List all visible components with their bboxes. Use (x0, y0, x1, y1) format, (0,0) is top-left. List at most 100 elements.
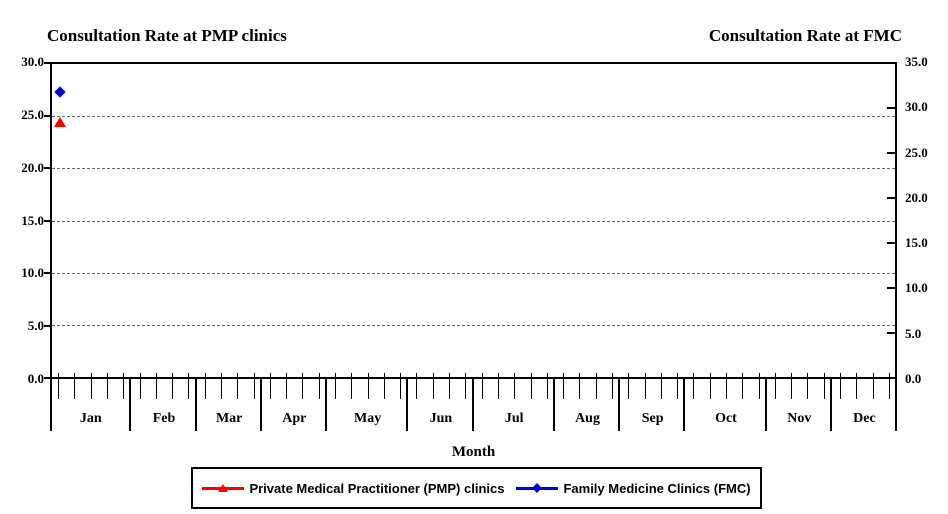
gridline (52, 220, 895, 222)
week-tick (465, 373, 467, 399)
month-cell-aug: Aug (555, 373, 621, 435)
week-tick (107, 373, 108, 399)
week-tick (237, 373, 239, 399)
y-axis-tick-label: 5.0 (905, 325, 922, 341)
week-tick (611, 373, 613, 399)
right-y-axis-labels: 35.0 30.0 25.0 20.0 15.0 10.0 5.0 0.0 (905, 54, 948, 386)
month-label: Jan (79, 411, 102, 426)
y-axis-tick-label: 35.0 (905, 54, 928, 69)
week-tick (530, 373, 532, 399)
month-cell-feb: Feb (131, 373, 197, 435)
week-tick (546, 373, 548, 399)
week-tick (449, 373, 451, 399)
month-boundary-tick (552, 377, 555, 431)
left-y-axis-ticks (44, 62, 52, 379)
y-axis-tick-label: 10.0 (21, 265, 44, 281)
week-tick (74, 373, 76, 399)
gridline (52, 168, 895, 170)
week-tick (123, 373, 125, 399)
week-tick (481, 373, 483, 399)
y-axis-tick (887, 62, 895, 64)
month-boundary-tick (829, 377, 832, 431)
y-axis-tick (44, 219, 52, 222)
month-label: Oct (715, 411, 737, 426)
week-tick (497, 373, 499, 399)
week-tick (416, 373, 418, 399)
week-tick (563, 373, 565, 399)
month-label: Sep (641, 411, 664, 426)
week-tick (188, 373, 190, 399)
week-tick (221, 373, 223, 399)
week-tick (823, 373, 825, 399)
week-tick (139, 373, 141, 399)
month-boundary-tick (683, 377, 686, 431)
y-axis-tick-label: 10.0 (905, 280, 928, 296)
y-axis-tick (887, 332, 895, 334)
y-axis-tick (44, 114, 52, 117)
legend-label: Private Medical Practitioner (PMP) clini… (249, 480, 505, 496)
month-boundary-tick (259, 377, 262, 431)
week-tick (367, 373, 369, 399)
y-axis-tick-label: 30.0 (905, 99, 928, 115)
y-axis-tick-label: 0.0 (27, 371, 44, 386)
month-cell-may: May (327, 373, 409, 435)
legend-item-pmp: Private Medical Practitioner (PMP) clini… (202, 481, 504, 496)
month-label: Apr (282, 411, 307, 426)
y-axis-tick-label: 15.0 (905, 235, 928, 251)
y-axis-tick (887, 242, 895, 244)
month-label: Aug (575, 411, 600, 426)
month-boundary-tick (324, 377, 327, 431)
legend-sample-fmc (516, 483, 559, 494)
week-tick (155, 373, 157, 399)
week-tick (172, 373, 174, 399)
week-tick (579, 373, 581, 399)
triangle-marker-icon (54, 117, 67, 128)
y-axis-tick-label: 5.0 (27, 318, 44, 334)
month-label: Mar (215, 411, 243, 426)
gridline (52, 116, 895, 118)
y-axis-tick (887, 107, 895, 109)
week-tick (807, 373, 809, 399)
month-label: Nov (787, 411, 812, 426)
week-tick (725, 373, 727, 399)
right-y-axis-ticks (887, 62, 895, 379)
diamond-marker-icon (532, 483, 543, 493)
week-tick (400, 373, 402, 399)
month-boundary-tick (50, 377, 52, 431)
y-axis-tick-label: 20.0 (905, 189, 928, 205)
week-tick (677, 373, 679, 399)
y-axis-tick-label: 0.0 (905, 371, 922, 386)
month-cell-sep: Sep (620, 373, 686, 435)
month-boundary-tick (895, 377, 897, 431)
legend-item-fmc: Family Medicine Clinics (FMC) (516, 480, 751, 496)
gridline (52, 272, 895, 274)
week-tick (204, 373, 206, 399)
y-axis-tick (887, 197, 895, 199)
month-boundary-tick (764, 377, 767, 431)
month-cell-oct: Oct (685, 373, 767, 435)
month-label: Jun (429, 411, 453, 426)
y-axis-tick-label: 25.0 (905, 144, 928, 160)
week-tick (709, 373, 711, 399)
month-boundary-tick (406, 377, 409, 431)
week-tick (693, 373, 695, 399)
legend-sample-pmp (202, 483, 245, 494)
month-cell-jun: Jun (408, 373, 474, 435)
y-axis-tick (44, 377, 52, 379)
month-label: May (354, 411, 382, 426)
month-cell-dec: Dec (832, 373, 897, 435)
week-tick (774, 373, 776, 399)
week-tick (302, 373, 304, 399)
week-tick (351, 373, 353, 399)
y-axis-tick-label: 30.0 (21, 54, 44, 69)
y-axis-tick (44, 167, 52, 169)
y-axis-tick (44, 272, 52, 274)
week-tick (58, 373, 60, 399)
week-tick (839, 373, 841, 399)
legend: Private Medical Practitioner (PMP) clini… (191, 467, 762, 509)
legend-label: Family Medicine Clinics (FMC) (563, 480, 751, 496)
y-axis-tick-label: 20.0 (21, 159, 44, 175)
week-tick (383, 373, 385, 399)
week-tick (758, 373, 760, 399)
x-axis: Jan Feb Mar Apr May Jun Jul Aug Sep Oct Nov Dec (50, 373, 897, 435)
